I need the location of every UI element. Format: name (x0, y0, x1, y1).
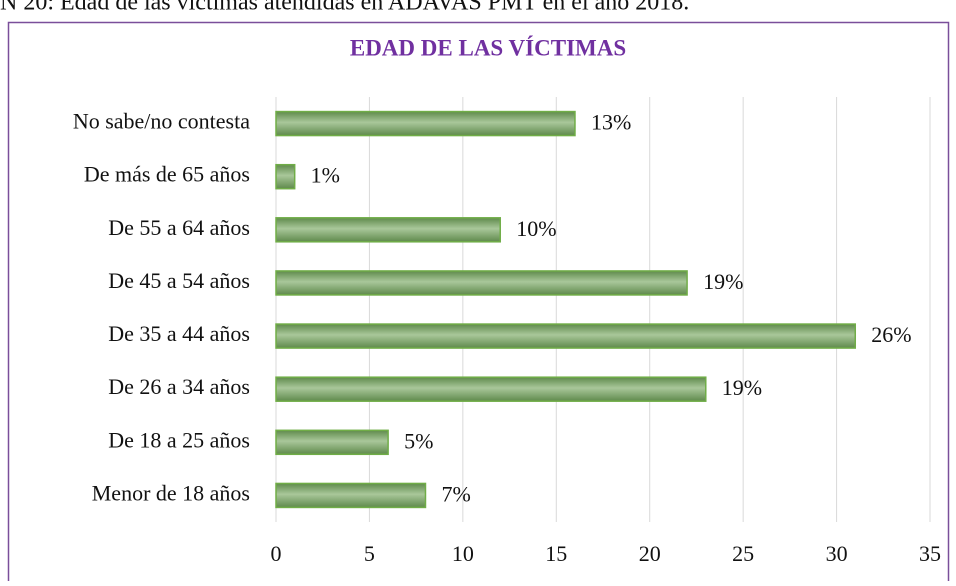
bar (275, 163, 296, 190)
x-tick-label: 5 (364, 541, 375, 566)
x-tick-label: 30 (826, 541, 848, 566)
y-tick-label: De más de 65 años (84, 162, 250, 187)
bar (275, 323, 857, 349)
bar (275, 482, 427, 509)
data-label: 7% (441, 481, 470, 506)
data-label: 10% (516, 216, 556, 241)
x-tick-label: 35 (919, 541, 941, 566)
y-tick-label: De 45 a 54 años (108, 268, 250, 293)
x-tick-label: 20 (639, 541, 661, 566)
chart-frame (7, 21, 950, 586)
x-tick-label: 25 (732, 541, 754, 566)
bar (275, 270, 688, 296)
y-tick-label: De 26 a 34 años (108, 374, 250, 399)
data-label: 5% (404, 428, 433, 453)
x-tick-label: 15 (545, 541, 567, 566)
bar (275, 429, 389, 456)
x-tick-label: 0 (271, 541, 282, 566)
bar (275, 217, 501, 243)
data-label: 1% (311, 163, 340, 188)
y-tick-label: De 55 a 64 años (108, 215, 250, 240)
data-label: 19% (703, 269, 743, 294)
y-tick-label: De 35 a 44 años (108, 321, 250, 346)
x-tick-label: 10 (452, 541, 474, 566)
y-tick-label: Menor de 18 años (92, 480, 250, 505)
chart-title: EDAD DE LAS VÍCTIMAS (350, 35, 626, 60)
bar (275, 376, 707, 402)
y-tick-label: No sabe/no contesta (73, 109, 250, 134)
caption: N 20: Edad de las víctimas atendidas en … (0, 0, 689, 16)
data-label: 26% (871, 322, 911, 347)
data-label: 13% (591, 110, 631, 135)
data-label: 19% (722, 375, 762, 400)
bar (275, 110, 576, 137)
y-tick-label: De 18 a 25 años (108, 427, 250, 452)
